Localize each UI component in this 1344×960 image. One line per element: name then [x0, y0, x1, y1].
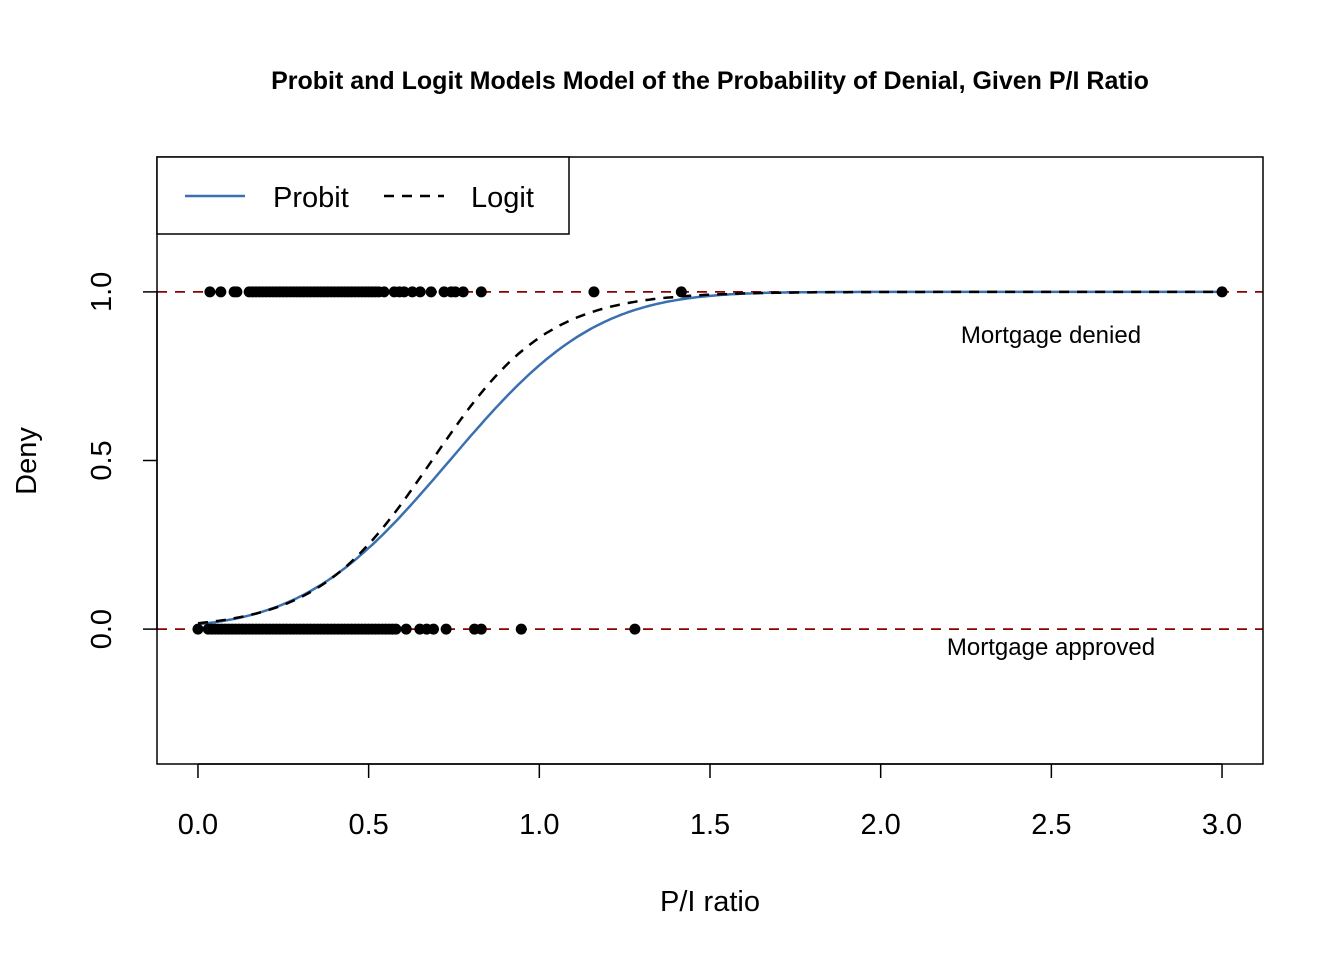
point-denied: [449, 286, 461, 298]
point-denied: [1216, 286, 1228, 298]
point-approved: [400, 623, 412, 635]
point-approved: [428, 623, 439, 635]
point-denied: [475, 286, 487, 298]
point-approved: [475, 623, 487, 635]
y-tick-label: 0.0: [86, 609, 118, 649]
curve-probit: [197, 290, 1222, 626]
x-tick-label: 1.0: [519, 809, 559, 841]
point-approved: [192, 623, 204, 635]
point-denied: [398, 286, 410, 298]
y-axis: 0.0 0.5 1.0: [86, 272, 158, 649]
plot-frame: [156, 156, 1264, 765]
annotation-approved: Mortgage approved: [947, 634, 1155, 661]
model-curves: [197, 290, 1222, 626]
point-denied: [231, 286, 243, 298]
x-tick-label: 2.5: [1031, 809, 1071, 841]
point-approved: [390, 623, 402, 635]
legend: Probit Logit: [156, 156, 570, 235]
x-tick-label: 1.5: [690, 809, 730, 841]
point-denied: [588, 286, 600, 298]
point-denied: [675, 286, 687, 298]
x-tick-label: 0.0: [178, 809, 218, 841]
y-tick-label: 0.5: [86, 440, 118, 480]
x-tick-label: 3.0: [1202, 809, 1242, 841]
annotation-denied: Mortgage denied: [961, 322, 1141, 349]
x-tick-label: 2.0: [861, 809, 901, 841]
point-approved: [440, 623, 452, 635]
point-approved: [515, 623, 527, 635]
x-axis: 0.0 0.5 1.0 1.5 2.0 2.5 3.0: [178, 763, 1242, 841]
x-axis-label: P/I ratio: [660, 886, 760, 918]
legend-logit-label: Logit: [471, 182, 534, 214]
point-denied: [414, 286, 426, 298]
point-denied: [378, 286, 390, 298]
point-denied: [204, 286, 216, 298]
x-tick-label: 0.5: [348, 809, 388, 841]
point-denied: [406, 286, 418, 298]
point-denied: [425, 286, 437, 298]
legend-probit-label: Probit: [273, 182, 349, 214]
point-denied: [215, 286, 227, 298]
data-points: [192, 286, 1228, 635]
point-denied: [457, 286, 469, 298]
y-tick-label: 1.0: [86, 272, 118, 312]
point-approved: [629, 623, 641, 635]
chart-title: Probit and Logit Models Model of the Pro…: [271, 67, 1149, 95]
y-axis-label: Deny: [11, 427, 43, 495]
